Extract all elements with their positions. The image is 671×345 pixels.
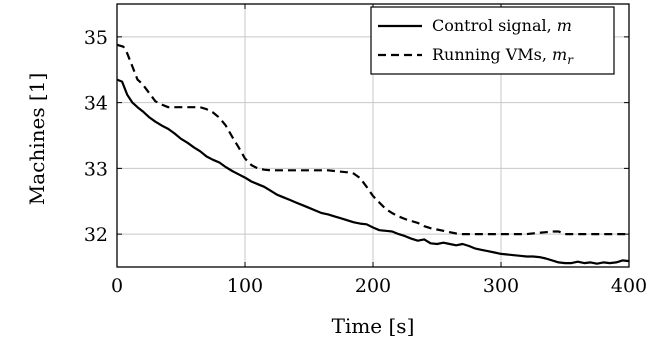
series-line-running-vms — [116, 43, 629, 236]
x-tick-label: 0 — [111, 275, 123, 297]
y-tick-label: 33 — [84, 158, 108, 180]
legend: Control signal, m Running VMs, mr — [370, 6, 615, 75]
y-tick-label: 32 — [84, 224, 108, 246]
x-tick-label: 300 — [483, 275, 519, 297]
y-axis-label: Machines [1] — [25, 73, 49, 206]
x-tick-label: 400 — [611, 275, 647, 297]
y-tick-labels: 32 33 34 35 — [84, 27, 108, 246]
series-line-control-signal — [116, 78, 630, 265]
y-tick-label: 35 — [84, 27, 108, 49]
series-layer — [116, 43, 630, 265]
x-tick-label: 200 — [355, 275, 391, 297]
y-tick-label: 34 — [84, 93, 108, 115]
legend-box — [370, 6, 615, 75]
legend-label-control-signal: Control signal, m — [432, 16, 572, 35]
x-tick-labels: 0 100 200 300 400 — [111, 275, 647, 297]
legend-label-running-vms: Running VMs, mr — [432, 45, 574, 67]
x-axis-label: Time [s] — [332, 314, 415, 338]
x-tick-label: 100 — [227, 275, 263, 297]
